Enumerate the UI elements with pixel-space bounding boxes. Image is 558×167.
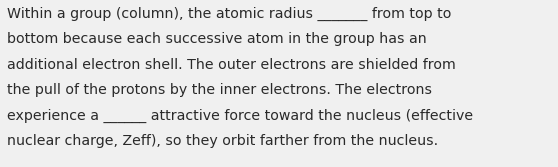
Text: nuclear charge, Zeff), so they orbit farther from the nucleus.: nuclear charge, Zeff), so they orbit far… <box>7 134 438 148</box>
Text: additional electron shell. The outer electrons are shielded from: additional electron shell. The outer ele… <box>7 58 455 72</box>
Text: experience a ______ attractive force toward the nucleus (effective: experience a ______ attractive force tow… <box>7 109 473 123</box>
Text: Within a group (column), the atomic radius _______ from top to: Within a group (column), the atomic radi… <box>7 7 451 21</box>
Text: the pull of the protons by the inner electrons. The electrons: the pull of the protons by the inner ele… <box>7 83 432 97</box>
Text: bottom because each successive atom in the group has an: bottom because each successive atom in t… <box>7 32 426 46</box>
